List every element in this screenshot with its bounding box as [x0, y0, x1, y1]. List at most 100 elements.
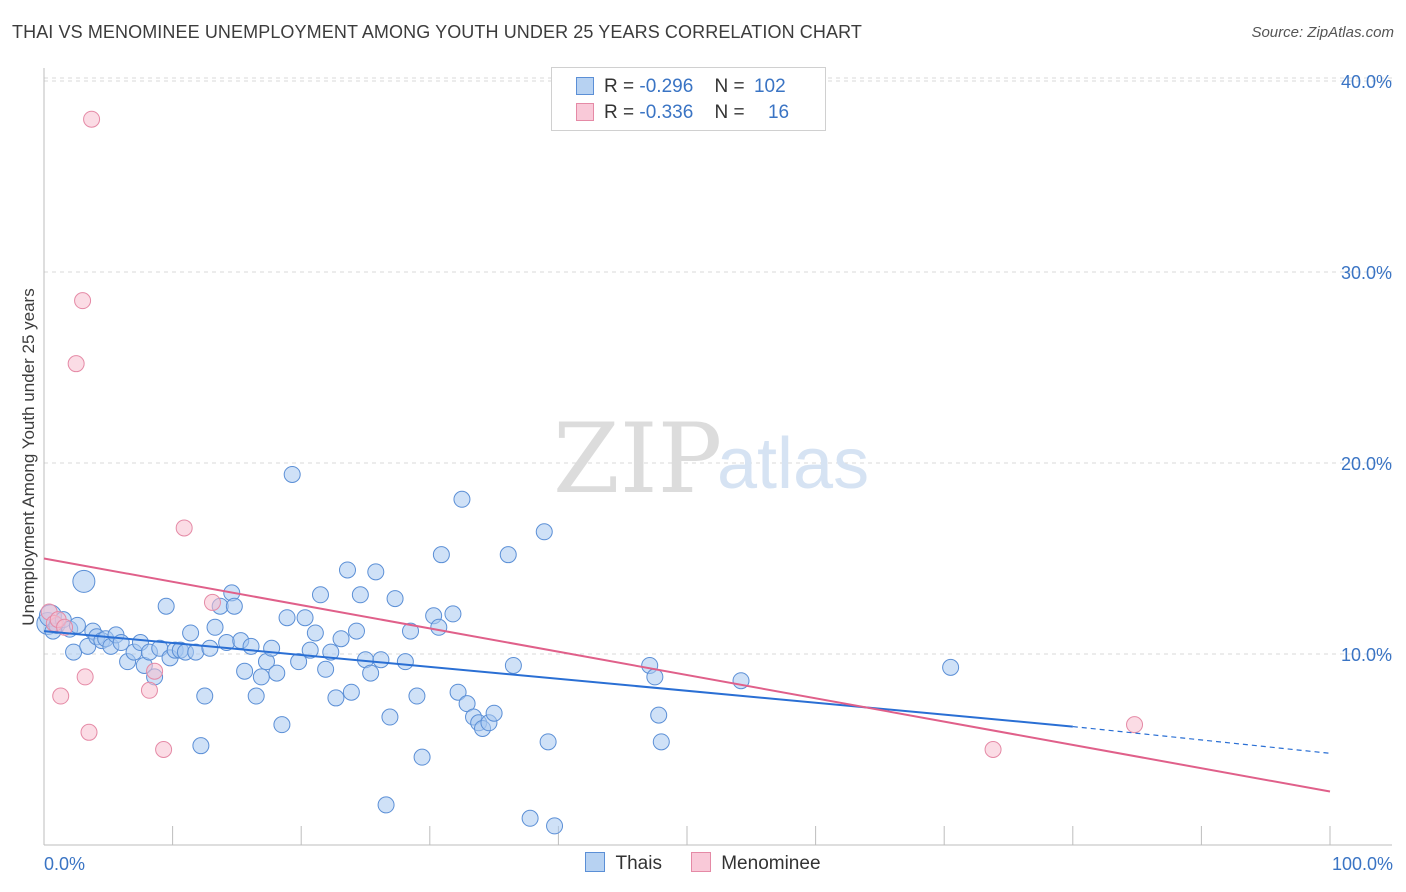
data-point-thais: [296, 609, 314, 627]
x-tick-label: 100.0%: [1332, 854, 1393, 874]
trend-line-menominee: [43, 557, 1331, 793]
data-point-thais: [72, 569, 96, 593]
data-point-thais: [650, 706, 668, 724]
data-point-menominee: [175, 519, 193, 537]
data-point-thais: [453, 490, 471, 508]
data-point-thais: [646, 668, 664, 686]
legend-n-label: N =: [714, 102, 745, 123]
data-point-thais: [252, 668, 270, 686]
legend-n-value-menominee: 16: [767, 102, 790, 123]
data-point-menominee: [203, 593, 221, 611]
data-point-menominee: [140, 681, 158, 699]
data-point-thais: [539, 733, 557, 751]
data-point-thais: [342, 683, 360, 701]
y-tick-label: 30.0%: [1341, 263, 1392, 283]
data-point-thais: [372, 651, 390, 669]
data-point-menominee: [1126, 716, 1144, 734]
legend-r-value-thais: -0.296: [639, 76, 694, 97]
data-point-thais: [367, 563, 385, 581]
data-point-thais: [377, 796, 395, 814]
data-point-thais: [322, 643, 340, 661]
stats-legend: R = -0.296 N = 102 R = -0.336 N = 16: [551, 67, 826, 131]
data-point-thais: [535, 523, 553, 541]
series-menominee-points: [40, 110, 1144, 758]
trend-line-thais: [43, 630, 1073, 728]
y-tick-label: 10.0%: [1341, 645, 1392, 665]
data-point-thais: [504, 656, 522, 674]
data-point-thais: [485, 704, 503, 722]
data-point-thais: [402, 622, 420, 640]
data-point-thais: [263, 639, 281, 657]
data-point-menominee: [146, 662, 164, 680]
data-point-menominee: [76, 668, 94, 686]
legend-swatch-thais: [585, 852, 606, 872]
legend-n-value-thais: 102: [753, 76, 786, 97]
data-point-thais: [362, 664, 380, 682]
legend-swatch-thais: [576, 77, 594, 95]
data-point-thais: [351, 586, 369, 604]
chart-title: THAI VS MENOMINEE UNEMPLOYMENT AMONG YOU…: [12, 22, 862, 42]
data-point-thais: [444, 605, 462, 623]
data-point-thais: [182, 624, 200, 642]
data-point-thais: [306, 624, 324, 642]
data-point-thais: [301, 641, 319, 659]
x-tick-labels: 0.0% 100.0%: [44, 854, 1393, 874]
legend-label-thais: Thais: [615, 853, 662, 874]
series-legend: Thais Menominee: [0, 852, 1406, 875]
data-point-thais: [546, 817, 564, 835]
y-tick-label: 20.0%: [1341, 454, 1392, 474]
data-point-thais: [408, 687, 426, 705]
grid-lines: [44, 77, 1392, 655]
data-point-thais: [652, 733, 670, 751]
data-point-thais: [396, 653, 414, 671]
watermark-atlas: atlas: [717, 424, 869, 504]
data-point-thais: [196, 687, 214, 705]
data-point-menominee: [56, 618, 74, 636]
data-point-thais: [338, 561, 356, 579]
series-thais-points: [36, 465, 960, 835]
data-point-thais: [273, 716, 291, 734]
data-point-thais: [290, 653, 308, 671]
legend-item-menominee[interactable]: Menominee: [691, 852, 821, 875]
data-point-menominee: [52, 687, 70, 705]
data-point-thais: [332, 630, 350, 648]
legend-label-menominee: Menominee: [721, 853, 821, 874]
data-point-menominee: [155, 741, 173, 758]
legend-item-thais[interactable]: Thais: [585, 852, 662, 875]
y-tick-labels: 10.0% 20.0% 30.0% 40.0%: [1341, 72, 1392, 665]
legend-row-menominee: R = -0.336 N = 16: [576, 102, 789, 128]
data-point-thais: [327, 689, 345, 707]
data-point-thais: [311, 586, 329, 604]
data-point-thais: [430, 618, 448, 636]
data-point-thais: [521, 809, 539, 827]
legend-n-label: N =: [714, 76, 745, 97]
trend-lines: [43, 557, 1331, 793]
data-point-menominee: [80, 723, 98, 741]
data-point-menominee: [83, 110, 101, 128]
data-point-thais: [317, 660, 335, 678]
data-point-menominee: [74, 292, 92, 310]
axes: [43, 68, 1392, 846]
data-point-thais: [347, 622, 365, 640]
legend-swatch-menominee: [691, 852, 712, 872]
legend-swatch-menominee: [576, 103, 594, 121]
data-point-thais: [942, 658, 960, 676]
data-point-thais: [499, 546, 517, 564]
y-tick-label: 40.0%: [1341, 72, 1392, 92]
legend-r-label: R =: [604, 76, 635, 97]
data-point-thais: [201, 639, 219, 657]
data-point-thais: [192, 737, 210, 755]
y-axis-label: Unemployment Among Youth under 25 years: [19, 288, 38, 625]
data-point-thais: [283, 465, 301, 483]
data-point-thais: [247, 687, 265, 705]
data-point-thais: [157, 597, 175, 615]
data-point-thais: [65, 643, 83, 661]
data-point-thais: [278, 609, 296, 627]
source-label: Source: ZipAtlas.com: [1251, 24, 1394, 41]
legend-row-thais: R = -0.296 N = 102: [576, 76, 786, 102]
data-point-thais: [413, 748, 431, 766]
data-point-thais: [268, 664, 286, 682]
data-point-thais: [225, 597, 243, 615]
data-point-thais: [386, 590, 404, 608]
